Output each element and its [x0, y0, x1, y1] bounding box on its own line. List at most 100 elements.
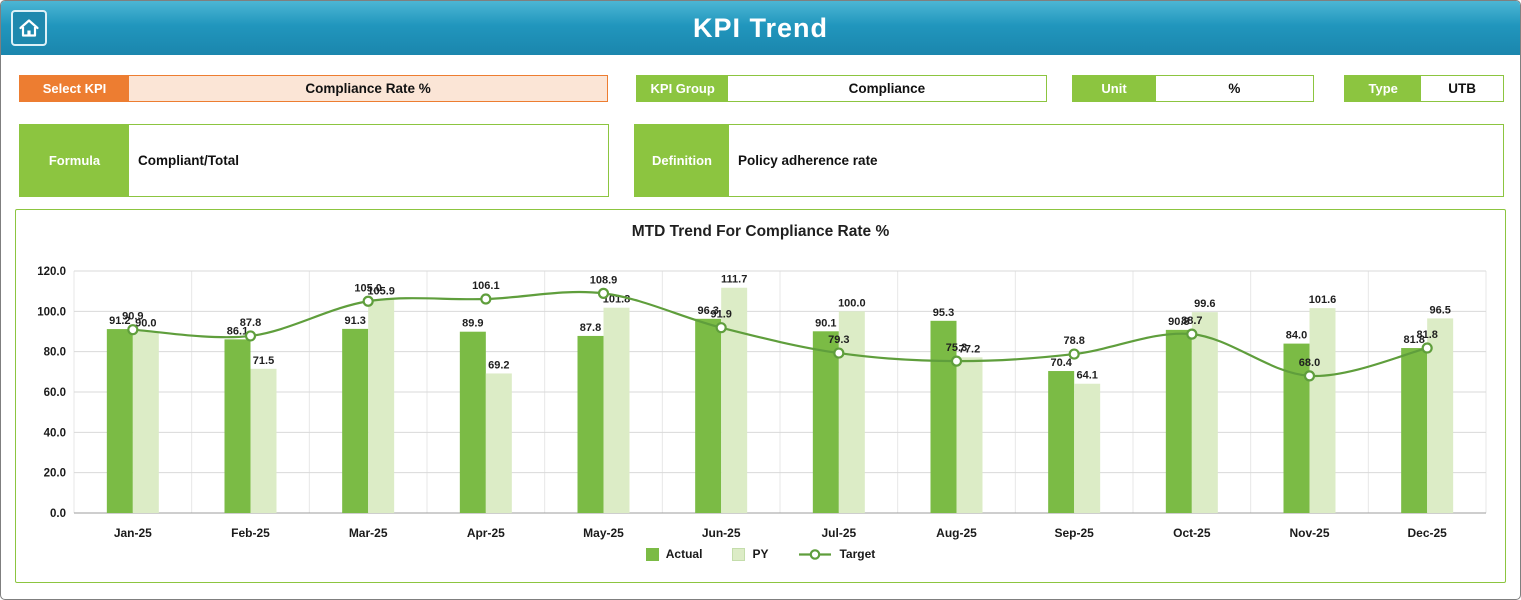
legend-label-actual: Actual [665, 547, 703, 561]
kpi-group-group: KPI Group Compliance [636, 75, 1047, 102]
label-actual: 84.0 [1285, 330, 1306, 342]
label-target: 75.3 [945, 342, 966, 354]
legend-swatch-py [732, 547, 746, 561]
label-target: 68.0 [1298, 357, 1319, 369]
select-kpi-group: Select KPI Compliance Rate % [19, 75, 609, 102]
target-marker [715, 322, 727, 334]
label-target: 81.8 [1416, 329, 1437, 341]
y-axis-tick-label: 120.0 [37, 266, 66, 278]
y-axis-tick-label: 80.0 [43, 347, 65, 359]
selector-row: Select KPI Compliance Rate % KPI Group C… [19, 75, 1504, 102]
y-axis-tick-label: 60.0 [43, 387, 65, 399]
label-target: 79.3 [828, 334, 849, 346]
bar-actual [1165, 329, 1192, 513]
x-axis-category-label: Jul-25 [821, 526, 856, 540]
bar-actual [1283, 343, 1309, 513]
target-marker [244, 330, 256, 342]
unit-group: Unit % [1071, 75, 1315, 102]
label-py: 69.2 [488, 359, 509, 371]
spacer [1314, 75, 1344, 102]
legend-item-actual: Actual [645, 547, 703, 561]
bar-actual [694, 318, 721, 513]
bar-actual [930, 320, 956, 513]
y-axis-tick-label: 40.0 [43, 427, 65, 439]
home-icon [19, 19, 39, 37]
label-py: 105.9 [367, 285, 395, 297]
bar-py [1073, 383, 1100, 513]
home-button[interactable] [11, 10, 47, 46]
x-axis-category-label: Jan-25 [113, 526, 151, 540]
chart-panel: MTD Trend For Compliance Rate % 0.0 20.0 4… [15, 209, 1506, 583]
chart-canvas: 0.0 20.0 40.0 60.0 80.0 100.0 120.0 91.2 90.0 Jan… [16, 245, 1505, 547]
bar-actual [577, 335, 603, 513]
label-actual: 89.9 [462, 318, 483, 330]
target-marker [1185, 328, 1197, 340]
x-axis-category-label: Mar-25 [348, 526, 387, 540]
spacer [608, 75, 636, 102]
label-actual: 90.1 [815, 317, 836, 329]
label-target: 87.8 [239, 317, 260, 329]
label-py: 99.6 [1194, 298, 1215, 310]
bar-py [838, 311, 865, 513]
bar-py [485, 373, 512, 513]
label-target: 108.9 [589, 274, 617, 286]
target-marker [1303, 370, 1315, 382]
x-axis-category-label: Dec-25 [1407, 526, 1447, 540]
y-axis-tick-label: 100.0 [37, 306, 66, 318]
target-line [132, 290, 1427, 377]
chart-legend: Actual PY Target [16, 547, 1505, 561]
bar-actual [341, 328, 368, 513]
bar-py [250, 368, 276, 513]
label-target: 91.9 [710, 309, 731, 321]
target-marker [832, 347, 844, 359]
select-kpi-dropdown[interactable]: Compliance Rate % [129, 76, 608, 101]
bar-actual [224, 339, 250, 513]
legend-label-target: Target [839, 547, 876, 561]
bar-py [1309, 308, 1335, 513]
type-group: Type UTB [1344, 75, 1504, 102]
target-marker [1421, 342, 1433, 354]
target-marker [126, 324, 138, 336]
label-py: 111.7 [721, 274, 747, 286]
bar-actual [106, 329, 133, 513]
kpi-group-value: Compliance [728, 76, 1046, 101]
spacer [1047, 75, 1072, 102]
header-bar: KPI Trend [1, 1, 1520, 55]
y-axis-tick-label: 20.0 [43, 468, 65, 480]
bar-py [367, 299, 394, 513]
x-axis-category-label: Apr-25 [466, 526, 504, 540]
target-marker [950, 355, 962, 367]
unit-value: % [1155, 76, 1314, 101]
label-py: 71.5 [252, 355, 273, 367]
select-kpi-label: Select KPI [20, 76, 129, 101]
y-axis-tick-label: 0.0 [50, 508, 66, 520]
definition-group: Definition Policy adherence rate [634, 124, 1504, 197]
label-target: 88.7 [1181, 315, 1202, 327]
label-py: 96.5 [1429, 304, 1450, 316]
label-target: 90.9 [122, 311, 143, 323]
bar-actual [1400, 348, 1427, 513]
type-label: Type [1345, 76, 1422, 101]
label-target: 106.1 [472, 280, 500, 292]
label-actual: 91.2 [109, 315, 130, 327]
bar-py [720, 287, 747, 513]
definition-label: Definition [635, 125, 729, 196]
label-actual: 91.3 [344, 315, 365, 327]
bar-py [132, 331, 159, 513]
target-marker [1068, 348, 1080, 360]
label-py: 90.0 [135, 318, 156, 330]
bar-py [603, 307, 629, 513]
bar-py [1191, 312, 1218, 513]
label-actual: 95.3 [932, 307, 953, 319]
target-marker [597, 287, 609, 299]
formula-label: Formula [20, 125, 129, 196]
chart-title: MTD Trend For Compliance Rate % [631, 223, 890, 240]
unit-label: Unit [1072, 76, 1156, 101]
legend-label-py: PY [752, 547, 769, 561]
label-target: 78.8 [1063, 335, 1084, 347]
bar-actual [459, 331, 486, 513]
label-py: 64.1 [1076, 370, 1097, 382]
legend-swatch-actual [645, 547, 659, 561]
bar-actual [1047, 371, 1074, 513]
